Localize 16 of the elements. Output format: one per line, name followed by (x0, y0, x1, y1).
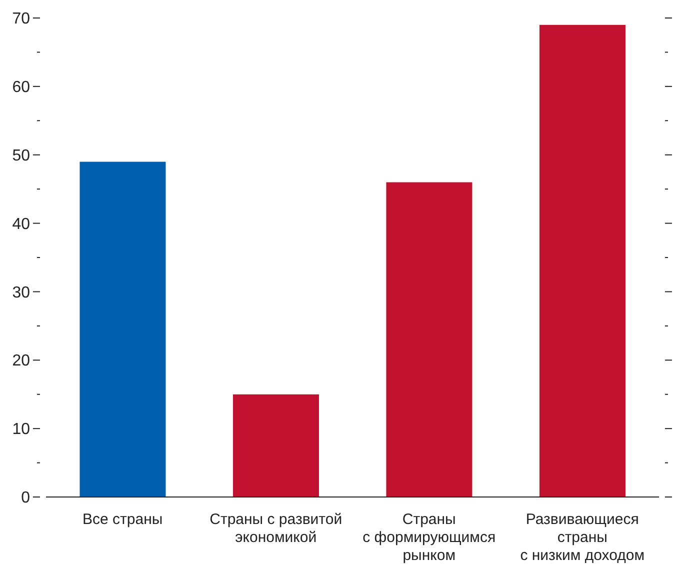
y-tick-label: 40 (12, 216, 30, 233)
bar (386, 182, 472, 497)
x-tick-label: Страны с развитой экономикой (210, 511, 342, 546)
y-tick-label: 30 (12, 284, 30, 302)
y-tick-label: 0 (21, 490, 30, 507)
x-tick-label: Все страны (82, 511, 163, 528)
bar (232, 394, 319, 497)
y-tick-label: 70 (12, 10, 30, 28)
y-tick-label: 20 (12, 352, 30, 370)
y-tick-label: 10 (12, 421, 30, 438)
y-tick-label: 50 (12, 147, 30, 164)
y-tick-label: 60 (12, 79, 30, 96)
bar (80, 162, 166, 497)
x-tick-label: Страны с формирующимся рынком (362, 511, 496, 564)
x-tick-label: Развивающиеся страны с низким доходом (520, 511, 645, 564)
bar (539, 24, 626, 497)
